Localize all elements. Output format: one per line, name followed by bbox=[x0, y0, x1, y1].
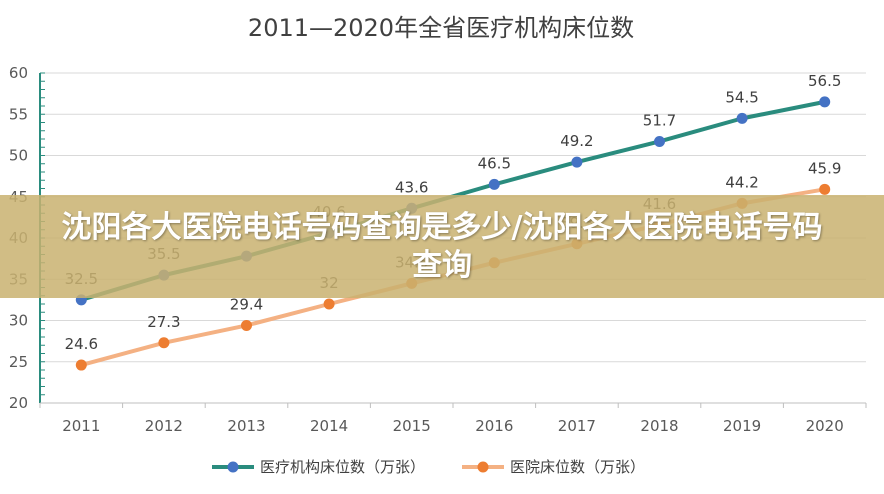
data-point bbox=[736, 112, 748, 124]
overlay-banner: 沈阳各大医院电话号码查询是多少/沈阳各大医院电话号码查询 bbox=[0, 195, 884, 298]
y-tick-label: 20 bbox=[9, 394, 28, 412]
x-tick-label: 2015 bbox=[393, 417, 431, 435]
data-label: 24.6 bbox=[65, 335, 98, 353]
legend-swatch-marker bbox=[227, 461, 239, 473]
data-label: 56.5 bbox=[808, 72, 841, 90]
x-tick-label: 2019 bbox=[723, 417, 761, 435]
legend-item-1: 医疗机构床位数（万张） bbox=[212, 458, 425, 476]
data-label: 44.2 bbox=[725, 173, 758, 191]
data-point bbox=[819, 183, 831, 195]
y-tick-label: 60 bbox=[9, 64, 28, 82]
legend: 医疗机构床位数（万张） 医院床位数（万张） bbox=[212, 458, 645, 476]
x-tick-label: 2013 bbox=[227, 417, 265, 435]
data-point bbox=[241, 319, 252, 331]
x-tick-label: 2016 bbox=[475, 417, 513, 435]
data-point bbox=[819, 96, 831, 108]
legend-swatch-marker bbox=[477, 461, 489, 473]
legend-label: 医院床位数（万张） bbox=[510, 458, 645, 476]
data-label: 49.2 bbox=[560, 132, 593, 150]
x-tick-label: 2018 bbox=[640, 417, 678, 435]
y-tick-label: 25 bbox=[9, 353, 28, 371]
data-label: 43.6 bbox=[395, 178, 428, 196]
data-label: 29.4 bbox=[230, 295, 263, 313]
legend-label: 医疗机构床位数（万张） bbox=[260, 458, 425, 476]
data-point bbox=[158, 337, 170, 349]
data-point bbox=[323, 298, 335, 310]
data-label: 46.5 bbox=[478, 154, 511, 172]
data-point bbox=[75, 359, 87, 371]
overlay-caption: 沈阳各大医院电话号码查询是多少/沈阳各大医院电话号码查询 bbox=[61, 209, 823, 283]
y-tick-label: 55 bbox=[9, 105, 28, 123]
y-tick-label: 50 bbox=[9, 147, 28, 165]
x-tick-label: 2012 bbox=[145, 417, 183, 435]
chart-title: 2011—2020年全省医疗机构床位数 bbox=[248, 14, 634, 42]
data-label: 45.9 bbox=[808, 159, 841, 177]
x-tick-label: 2011 bbox=[62, 417, 100, 435]
data-point bbox=[571, 156, 583, 168]
x-tick-label: 2014 bbox=[310, 417, 348, 435]
data-label: 27.3 bbox=[147, 313, 180, 331]
x-axis: 2011 2012 2013 2014 2015 2016 2017 2018 2019 2020 bbox=[39, 402, 867, 435]
data-label: 51.7 bbox=[643, 111, 676, 129]
x-tick-label: 2017 bbox=[558, 417, 596, 435]
data-point bbox=[654, 135, 665, 147]
data-label: 54.5 bbox=[725, 88, 758, 106]
legend-item-2: 医院床位数（万张） bbox=[462, 458, 645, 476]
data-point bbox=[488, 178, 500, 190]
x-tick-label: 2020 bbox=[806, 417, 844, 435]
y-tick-label: 30 bbox=[9, 312, 28, 330]
